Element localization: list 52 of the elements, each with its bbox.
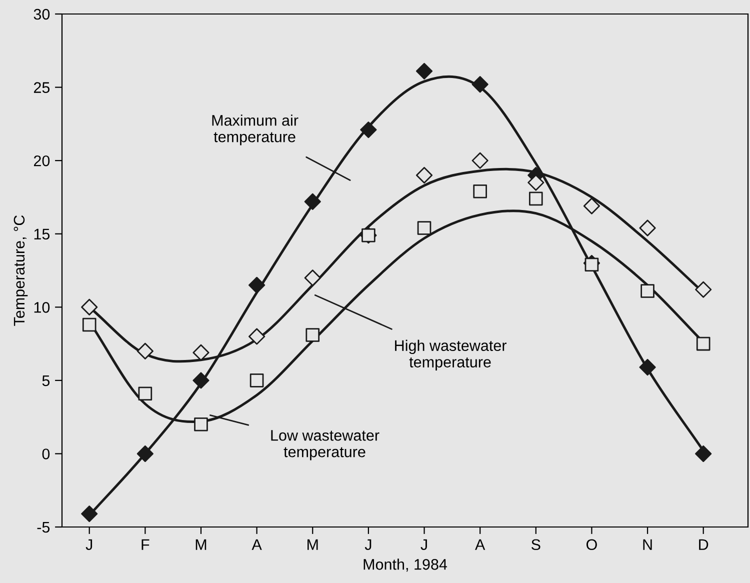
point	[81, 298, 98, 316]
point	[695, 281, 712, 298]
point	[696, 336, 710, 351]
y-axis-title: Temperature, °C	[14, 215, 28, 326]
point	[248, 328, 266, 345]
annotation: Low wastewater temperature	[271, 430, 380, 460]
y-tick-label: 5	[42, 375, 50, 386]
x-tick-label: J	[364, 539, 372, 550]
y-tick-label: 10	[34, 302, 50, 313]
x-tick-label: A	[475, 539, 486, 550]
point	[472, 152, 488, 169]
point	[194, 417, 208, 432]
y-tick-label: 15	[34, 228, 50, 240]
y-tick-label: 30	[34, 8, 50, 20]
point	[81, 506, 98, 522]
point	[304, 193, 321, 210]
point	[472, 76, 488, 93]
point	[136, 342, 154, 360]
point	[583, 198, 600, 214]
point	[360, 121, 377, 138]
x-tick-label: F	[142, 539, 150, 550]
y-tick-label: 0	[42, 448, 50, 460]
point	[248, 276, 266, 294]
x-tick-label: D	[699, 539, 708, 550]
y-tick-label: -5	[37, 522, 50, 533]
point	[304, 270, 321, 286]
point	[136, 445, 154, 462]
x-tick-label: S	[531, 539, 540, 550]
point	[306, 328, 320, 342]
x-tick-label: A	[252, 539, 262, 550]
x-tick-label: M	[308, 539, 318, 550]
point	[695, 445, 712, 462]
point	[639, 358, 656, 376]
annotation: Maximum air temperature	[212, 114, 298, 146]
point	[584, 258, 599, 272]
point	[192, 344, 210, 361]
x-tick-label: M	[196, 539, 206, 550]
y-tick-label: 25	[34, 82, 50, 93]
point	[416, 166, 433, 184]
x-tick-label: J	[420, 539, 427, 550]
x-tick-label: O	[586, 539, 597, 550]
annotation: High wastewater temperature	[395, 340, 506, 370]
point	[528, 192, 543, 206]
x-tick-label: N	[643, 539, 652, 550]
x-tick-label: J	[86, 539, 92, 550]
point	[639, 220, 656, 236]
point	[82, 318, 96, 332]
x-axis-title: Month, 1984	[364, 558, 448, 572]
point	[528, 174, 544, 191]
point	[416, 62, 433, 80]
y-tick-label: 20	[34, 155, 50, 166]
point	[192, 372, 210, 389]
